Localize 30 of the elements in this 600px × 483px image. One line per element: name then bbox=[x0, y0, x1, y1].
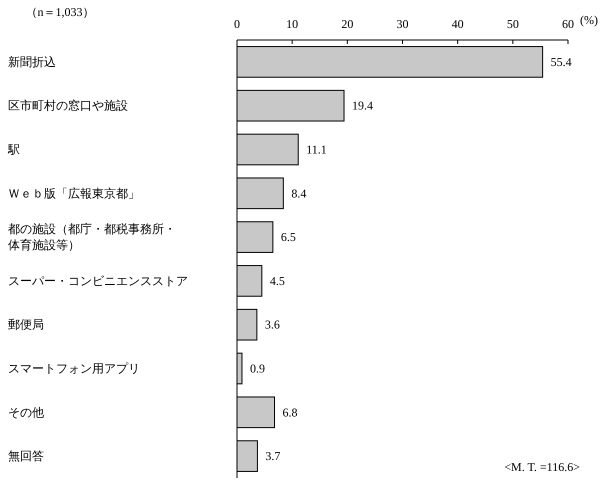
x-tick-label: 60 bbox=[562, 17, 574, 31]
x-axis-title: (%) bbox=[580, 13, 598, 27]
x-tick-label: 20 bbox=[341, 17, 354, 31]
data-label: 19.4 bbox=[352, 98, 374, 113]
data-label: 55.4 bbox=[550, 54, 572, 69]
y-tick-label: 郵便局 bbox=[8, 318, 44, 332]
y-tick-label: スーパー・コンビニエンスストア bbox=[8, 274, 188, 288]
x-tick-label: 30 bbox=[396, 17, 408, 31]
data-label: 0.9 bbox=[250, 362, 265, 376]
data-label: 11.1 bbox=[306, 142, 327, 156]
data-label: 3.7 bbox=[265, 449, 280, 464]
y-tick-label: その他 bbox=[8, 405, 44, 420]
y-tick-label: Ｗｅｂ版「広報東京都」 bbox=[8, 186, 140, 200]
y-tick-label: 無回答 bbox=[8, 449, 44, 464]
data-label: 8.4 bbox=[291, 186, 306, 200]
y-tick-label: 駅 bbox=[7, 142, 20, 156]
text: （n＝1,033） bbox=[26, 5, 94, 19]
x-tick-label: 0 bbox=[234, 17, 240, 31]
y-tick-label: 新聞折込 bbox=[8, 54, 56, 69]
x-tick-label: 50 bbox=[506, 17, 519, 31]
data-label: 4.5 bbox=[270, 274, 285, 288]
data-label: 6.5 bbox=[280, 230, 296, 244]
y-tick-label: 区市町村の窓口や施設 bbox=[8, 98, 128, 113]
data-label: 3.6 bbox=[264, 318, 280, 332]
x-tick-label: 10 bbox=[286, 17, 298, 31]
data-label: 6.8 bbox=[282, 405, 298, 420]
y-tick-label: スマートフォン用アプリ bbox=[8, 362, 140, 376]
annotation: <M. T. =116.6> bbox=[504, 460, 580, 474]
y-tick-label: 都の施設（都庁・都税事務所・体育施設等） bbox=[8, 222, 176, 252]
x-tick-label: 40 bbox=[452, 17, 464, 31]
